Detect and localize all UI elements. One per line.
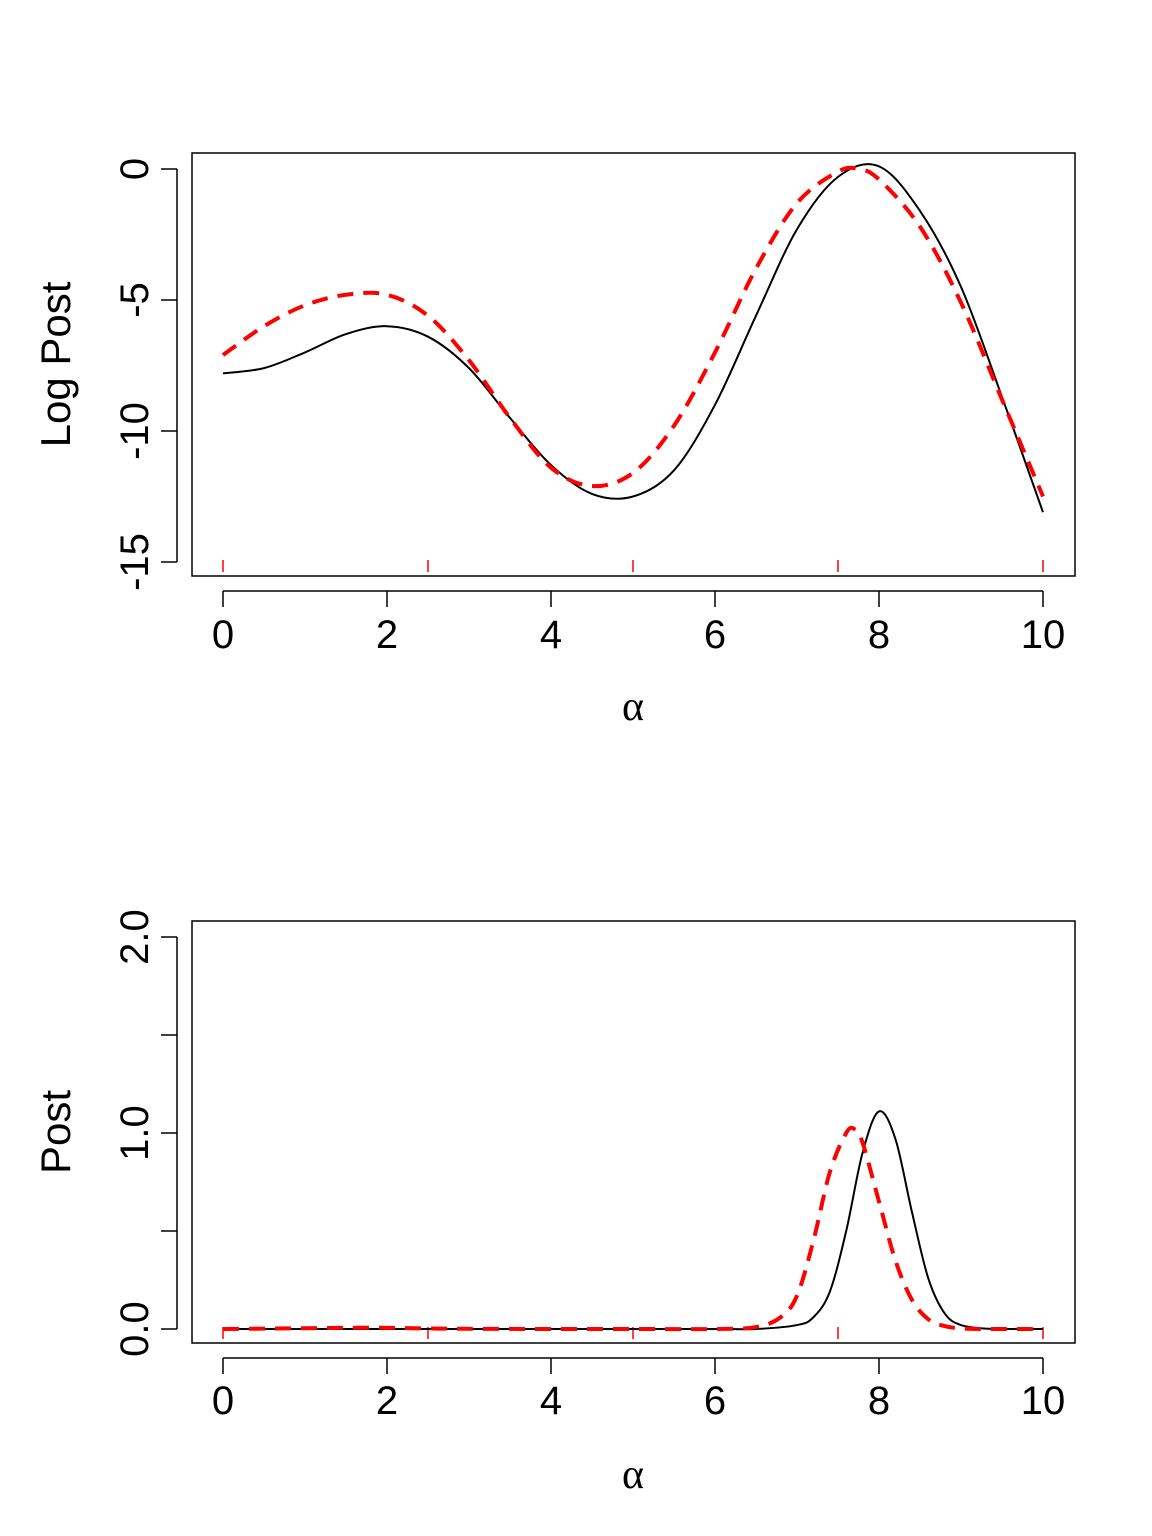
y-tick-label: -10 — [113, 402, 157, 460]
x-tick-label: 8 — [868, 613, 890, 657]
x-tick-label: 2 — [376, 1379, 398, 1423]
plot-frame — [191, 152, 1076, 577]
y-tick-label: 2.0 — [113, 909, 157, 965]
log-posterior-panel: 0 2 4 6 8 10 0 -5 -10 -15 α Log Post — [32, 152, 1076, 730]
x-tick-label: 2 — [376, 613, 398, 657]
x-tick-label: 4 — [540, 613, 562, 657]
plot-frame — [191, 920, 1076, 1344]
solid-series-line — [223, 1110, 1044, 1331]
x-tick-label: 10 — [1021, 613, 1066, 657]
dashed-series-line — [222, 1125, 1044, 1332]
posterior-panel: 0 2 4 6 8 10 0.0 1.0 2.0 α Post — [32, 909, 1076, 1498]
x-tick-label: 4 — [540, 1379, 562, 1423]
x-tick-label: 10 — [1021, 1379, 1066, 1423]
y-axis-label: Post — [32, 1090, 79, 1174]
y-axis-label: Log Post — [32, 281, 79, 447]
x-tick-label: 6 — [704, 613, 726, 657]
x-tick-label: 0 — [212, 613, 234, 657]
y-tick-label: 0.0 — [113, 1301, 157, 1357]
x-tick-label: 6 — [704, 1379, 726, 1423]
x-axis-label: α — [622, 684, 644, 730]
y-tick-label: 1.0 — [113, 1105, 157, 1161]
x-tick-label: 8 — [868, 1379, 890, 1423]
dashed-series-line — [221, 165, 1045, 498]
y-tick-label: -5 — [113, 282, 157, 318]
y-tick-label: 0 — [113, 158, 157, 180]
x-tick-label: 0 — [212, 1379, 234, 1423]
y-tick-label: -15 — [113, 533, 157, 591]
x-axis-label: α — [622, 1452, 644, 1498]
solid-series-line — [222, 163, 1044, 513]
